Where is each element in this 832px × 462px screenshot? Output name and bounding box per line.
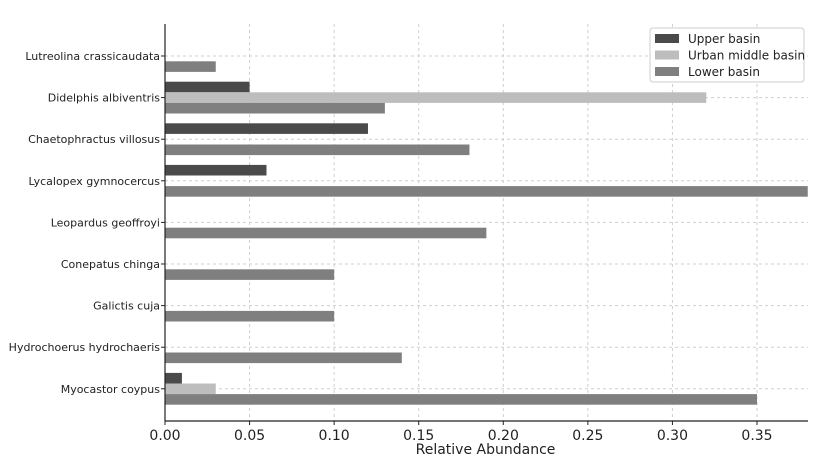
legend-box <box>649 27 805 83</box>
bar <box>165 61 216 72</box>
bar <box>165 352 402 364</box>
x-tick-label: 0.05 <box>234 428 265 444</box>
legend-swatch <box>655 67 679 76</box>
bar <box>165 123 368 134</box>
category-label: Didelphis albiventris <box>48 92 161 105</box>
legend-label: Upper basin <box>688 32 760 46</box>
x-tick-label: 0.10 <box>319 428 350 444</box>
category-label: Chaetophractus villosus <box>28 133 160 146</box>
legend: Upper basin Urban middle basin Lower basin <box>649 27 805 83</box>
category-label: Myocastor coypus <box>61 383 161 396</box>
bar <box>165 144 470 156</box>
bar <box>165 372 182 384</box>
bar <box>165 310 335 322</box>
category-label: Conepatus chinga <box>61 258 160 271</box>
grid-lines <box>165 24 808 421</box>
category-label: Hydrochoerus hydrochaeris <box>9 341 161 354</box>
x-tick-label: 0.25 <box>572 428 603 444</box>
x-tick-label: 0.35 <box>741 428 772 444</box>
bar <box>165 92 707 103</box>
bar <box>165 81 250 93</box>
legend-label: Urban middle basin <box>688 49 805 63</box>
labels: 0.00 0.05 0.10 0.15 0.20 0.25 0.30 0.35 Lutreoli… <box>9 50 773 444</box>
bars <box>165 61 808 405</box>
bar <box>165 186 808 197</box>
legend-swatch <box>655 50 679 60</box>
category-label: Galictis cuja <box>93 300 160 313</box>
bar <box>165 383 216 395</box>
x-tick-label: 0.00 <box>149 428 180 444</box>
x-tick-label: 0.30 <box>657 428 688 444</box>
x-tick-label: 0.15 <box>403 428 434 444</box>
bar <box>165 269 335 280</box>
category-label: Lycalopex gymnocercus <box>28 175 160 188</box>
category-label: Lutreolina crassicaudata <box>25 50 160 63</box>
axes <box>161 24 808 425</box>
category-label: Leopardus geoffroyi <box>51 216 160 229</box>
bar <box>165 164 267 176</box>
bar <box>165 102 385 114</box>
x-tick-label: 0.20 <box>488 428 519 444</box>
x-axis-title: Relative Abundance <box>416 442 556 458</box>
bar <box>165 227 487 239</box>
legend-swatch <box>655 34 679 43</box>
bar <box>165 394 757 405</box>
legend-label: Lower basin <box>688 65 760 79</box>
